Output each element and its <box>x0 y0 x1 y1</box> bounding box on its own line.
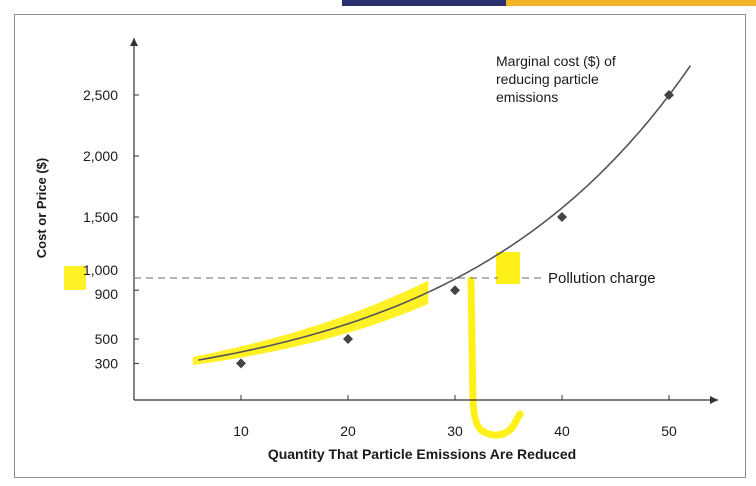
ticks: 10 20 30 40 50 300 500 900 1,000 1,500 2,000 2,500 <box>83 87 677 439</box>
highlight-curve-stroke <box>192 280 429 365</box>
axes <box>130 38 718 404</box>
highlight-box <box>496 252 520 284</box>
data-point-marker <box>343 334 353 344</box>
y-tick-label: 2,000 <box>83 148 118 164</box>
y-tick-label: 1,500 <box>83 209 118 225</box>
x-tick-label: 50 <box>661 423 677 439</box>
chart-frame <box>14 14 746 478</box>
data-markers <box>236 90 674 369</box>
highlight-1000-label <box>64 266 86 290</box>
data-point-marker <box>557 212 567 222</box>
header-bar-dark <box>342 0 506 6</box>
data-point-marker <box>664 90 674 100</box>
marginal-cost-curve <box>198 65 692 361</box>
x-tick-label: 30 <box>447 423 463 439</box>
data-point-marker <box>450 285 460 296</box>
x-tick-label: 40 <box>554 423 570 439</box>
curve-annotation-line-2: reducing particle <box>496 71 599 87</box>
data-point-marker <box>236 358 246 369</box>
header-bar-gold <box>506 0 756 6</box>
y-tick-label: 300 <box>95 355 119 371</box>
curve-annotation: Marginal cost ($) of reducing particle e… <box>496 53 620 105</box>
x-axis-label: Quantity That Particle Emissions Are Red… <box>268 446 576 462</box>
highlighter-marks <box>64 252 524 439</box>
x-axis-arrow <box>710 396 718 404</box>
x-tick-label: 10 <box>233 423 249 439</box>
y-tick-label: 1,000 <box>83 262 118 278</box>
y-tick-label: 500 <box>95 331 119 347</box>
x-tick-label: 20 <box>340 423 356 439</box>
curve-annotation-line-3: emissions <box>496 89 558 105</box>
curve-annotation-line-1: Marginal cost ($) of <box>496 53 616 69</box>
y-tick-label: 900 <box>95 286 119 302</box>
y-tick-label: 2,500 <box>83 87 118 103</box>
highlight-vertical-stroke <box>467 276 524 439</box>
pollution-charge-label: Pollution charge <box>548 270 656 287</box>
y-axis-arrow <box>130 38 138 46</box>
y-axis-label: Cost or Price ($) <box>34 158 49 258</box>
